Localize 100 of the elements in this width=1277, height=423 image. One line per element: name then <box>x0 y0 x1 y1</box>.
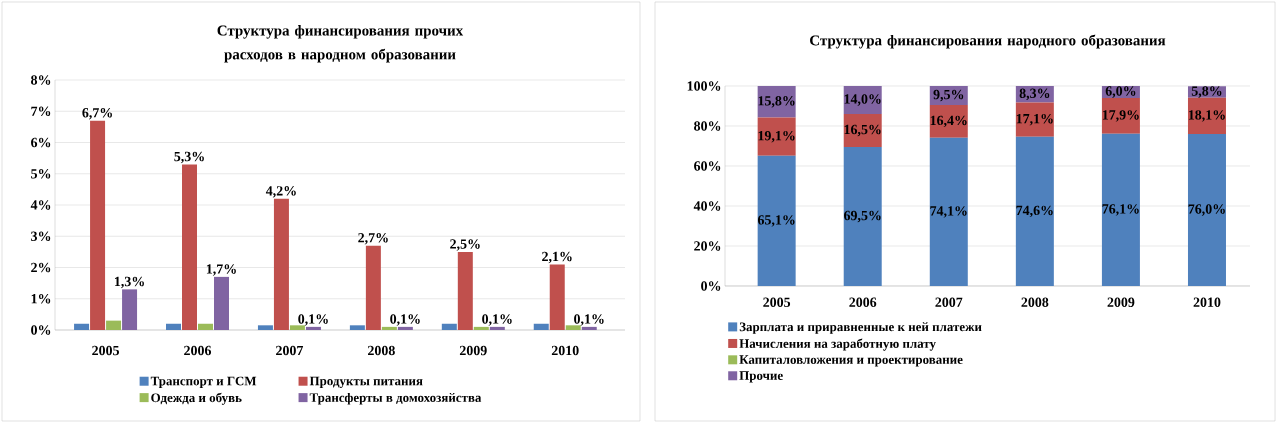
data-label: 17,9% <box>1102 110 1139 122</box>
data-label: 6,0% <box>1105 86 1136 98</box>
y-tick-label: 20% <box>694 241 721 251</box>
data-label: 0,1% <box>574 314 604 326</box>
y-tick-label: 80% <box>694 121 721 131</box>
bar <box>757 155 796 286</box>
legend-label: Одежда и обувь <box>151 392 242 405</box>
y-tick-label: 7% <box>31 106 51 116</box>
y-tick-label: 40% <box>693 201 721 211</box>
data-label: 69,5% <box>844 210 881 223</box>
bar <box>1015 102 1054 137</box>
data-label: 14,0% <box>844 94 881 106</box>
bar <box>457 251 473 330</box>
legend-label: Транспорт и ГСМ <box>150 376 257 389</box>
x-tick-label: 2009 <box>459 345 487 356</box>
bar <box>289 325 305 330</box>
bar <box>122 289 138 330</box>
bar <box>489 326 505 330</box>
legend-label: Зарплата и приравненные к ней платежи <box>739 322 982 334</box>
data-label: 18,1% <box>1188 110 1225 122</box>
data-label: 16,4% <box>930 115 967 128</box>
bar <box>929 105 968 138</box>
data-label: 74,6% <box>1016 205 1053 218</box>
data-label: 0,1% <box>482 314 512 326</box>
x-tick-label: 2005 <box>92 345 120 356</box>
y-tick-label: 4% <box>30 200 51 210</box>
data-label: 8,3% <box>1019 88 1050 101</box>
bar <box>757 86 796 118</box>
y-tick-label: 0% <box>31 325 51 335</box>
legend-label: Капиталовложения и проектирование <box>739 355 963 367</box>
bar <box>349 325 365 330</box>
bar <box>757 117 796 156</box>
data-label: 19,1% <box>758 130 795 143</box>
bar <box>929 137 968 286</box>
x-tick-label: 2008 <box>1021 297 1049 307</box>
chart-title: Структура финансирования народного образования <box>810 34 1166 49</box>
y-tick-label: 8% <box>31 75 51 85</box>
bar <box>1015 136 1054 286</box>
bar <box>365 245 381 330</box>
x-tick-label: 2007 <box>276 345 304 356</box>
x-tick-label: 2008 <box>368 345 395 356</box>
bar <box>257 325 273 330</box>
bar <box>90 120 106 330</box>
bar <box>381 326 397 330</box>
data-label: 1,3% <box>114 276 144 289</box>
bar <box>1187 97 1226 134</box>
data-label: 5,3% <box>174 151 204 164</box>
bar <box>441 323 457 330</box>
chart-title: Структура финансирования прочих расходов в народном образовании <box>217 25 464 63</box>
data-label: 2,1% <box>542 251 572 264</box>
data-label: 9,5% <box>933 89 964 102</box>
bar <box>843 147 882 286</box>
bar <box>473 326 489 330</box>
bar <box>581 326 597 330</box>
data-label: 76,0% <box>1188 204 1225 216</box>
bar <box>166 323 181 330</box>
legend-label: Прочие <box>739 371 783 383</box>
y-tick-label: 3% <box>31 231 51 241</box>
legend-label: Продукты питания <box>309 376 423 389</box>
bar <box>1101 98 1140 134</box>
bar <box>198 323 213 330</box>
data-label: 0,1% <box>298 314 328 326</box>
data-label: 4,2% <box>265 186 296 198</box>
bar <box>565 325 581 330</box>
bar <box>214 276 229 330</box>
x-tick-label: 2007 <box>935 297 963 307</box>
y-tick-label: 100% <box>687 81 721 91</box>
x-tick-label: 2009 <box>1107 297 1135 307</box>
data-label: 2,7% <box>358 232 388 245</box>
data-label: 17,1% <box>1016 113 1053 126</box>
y-tick-label: 2% <box>31 262 51 273</box>
bar <box>533 323 549 330</box>
y-tick-label: 60% <box>694 161 721 171</box>
x-tick-label: 2005 <box>763 297 791 307</box>
bar <box>1101 133 1140 286</box>
x-tick-label: 2010 <box>551 345 579 356</box>
bar <box>106 320 122 330</box>
x-tick-label: 2010 <box>1193 297 1221 307</box>
data-label: 5,8% <box>1191 86 1222 98</box>
x-tick-label: 2006 <box>184 345 212 356</box>
y-tick-label: 6% <box>31 137 51 148</box>
data-label: 2,5% <box>450 239 480 251</box>
data-label: 16,5% <box>844 124 881 137</box>
bar <box>549 264 565 330</box>
legend-label: Начисления на заработную плату <box>739 338 936 351</box>
data-label: 15,8% <box>758 96 795 108</box>
legend-label: Трансферты в домохозяйства <box>309 392 482 405</box>
data-label: 65,1% <box>757 215 795 227</box>
x-tick-label: 2006 <box>849 297 877 307</box>
y-tick-label: 1% <box>31 294 51 304</box>
bar <box>305 326 321 330</box>
data-label: 76,1% <box>1102 204 1139 216</box>
bar <box>74 323 90 330</box>
y-tick-label: 5% <box>31 169 51 179</box>
data-label: 0,1% <box>390 314 420 326</box>
data-label: 1,7% <box>206 264 236 276</box>
bar <box>843 114 882 147</box>
data-label: 6,7% <box>82 107 112 120</box>
bar <box>397 326 413 330</box>
bar <box>182 164 197 330</box>
